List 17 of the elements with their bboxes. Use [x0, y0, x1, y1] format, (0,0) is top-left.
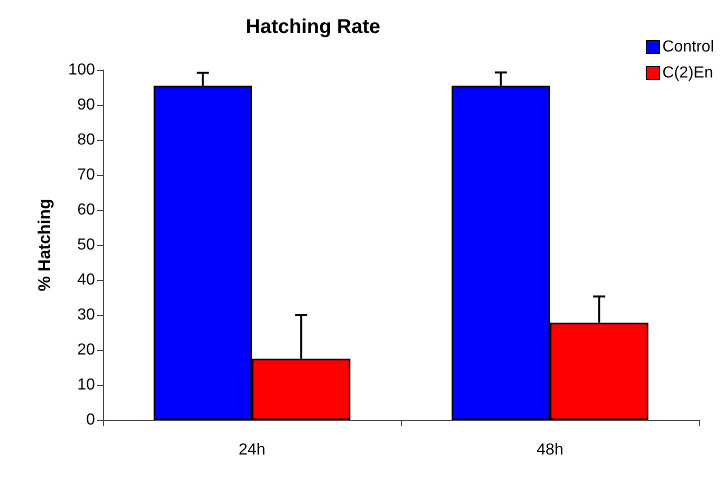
y-tick-label: 60 [77, 202, 96, 218]
x-tick-label: 48h [536, 442, 564, 458]
chart-title: Hatching Rate [246, 16, 380, 38]
y-tick-label: 10 [77, 376, 96, 394]
y-tick-label: 90 [77, 96, 96, 114]
y-tick-label: 30 [77, 306, 96, 324]
y-tick-label: 50 [77, 236, 96, 254]
y-axis-title: % Hatching [35, 198, 54, 292]
y-tick-label: 0 [86, 412, 96, 428]
legend-label: C(2)En [662, 64, 714, 82]
x-tick-label: 24h [238, 442, 266, 458]
legend-label: Control [662, 38, 714, 56]
y-tick-label: 80 [77, 132, 96, 148]
y-tick-label: 20 [77, 342, 96, 358]
y-tick-label: 100 [68, 62, 96, 78]
y-tick-label: 40 [77, 272, 96, 288]
y-tick-label: 70 [77, 166, 96, 184]
